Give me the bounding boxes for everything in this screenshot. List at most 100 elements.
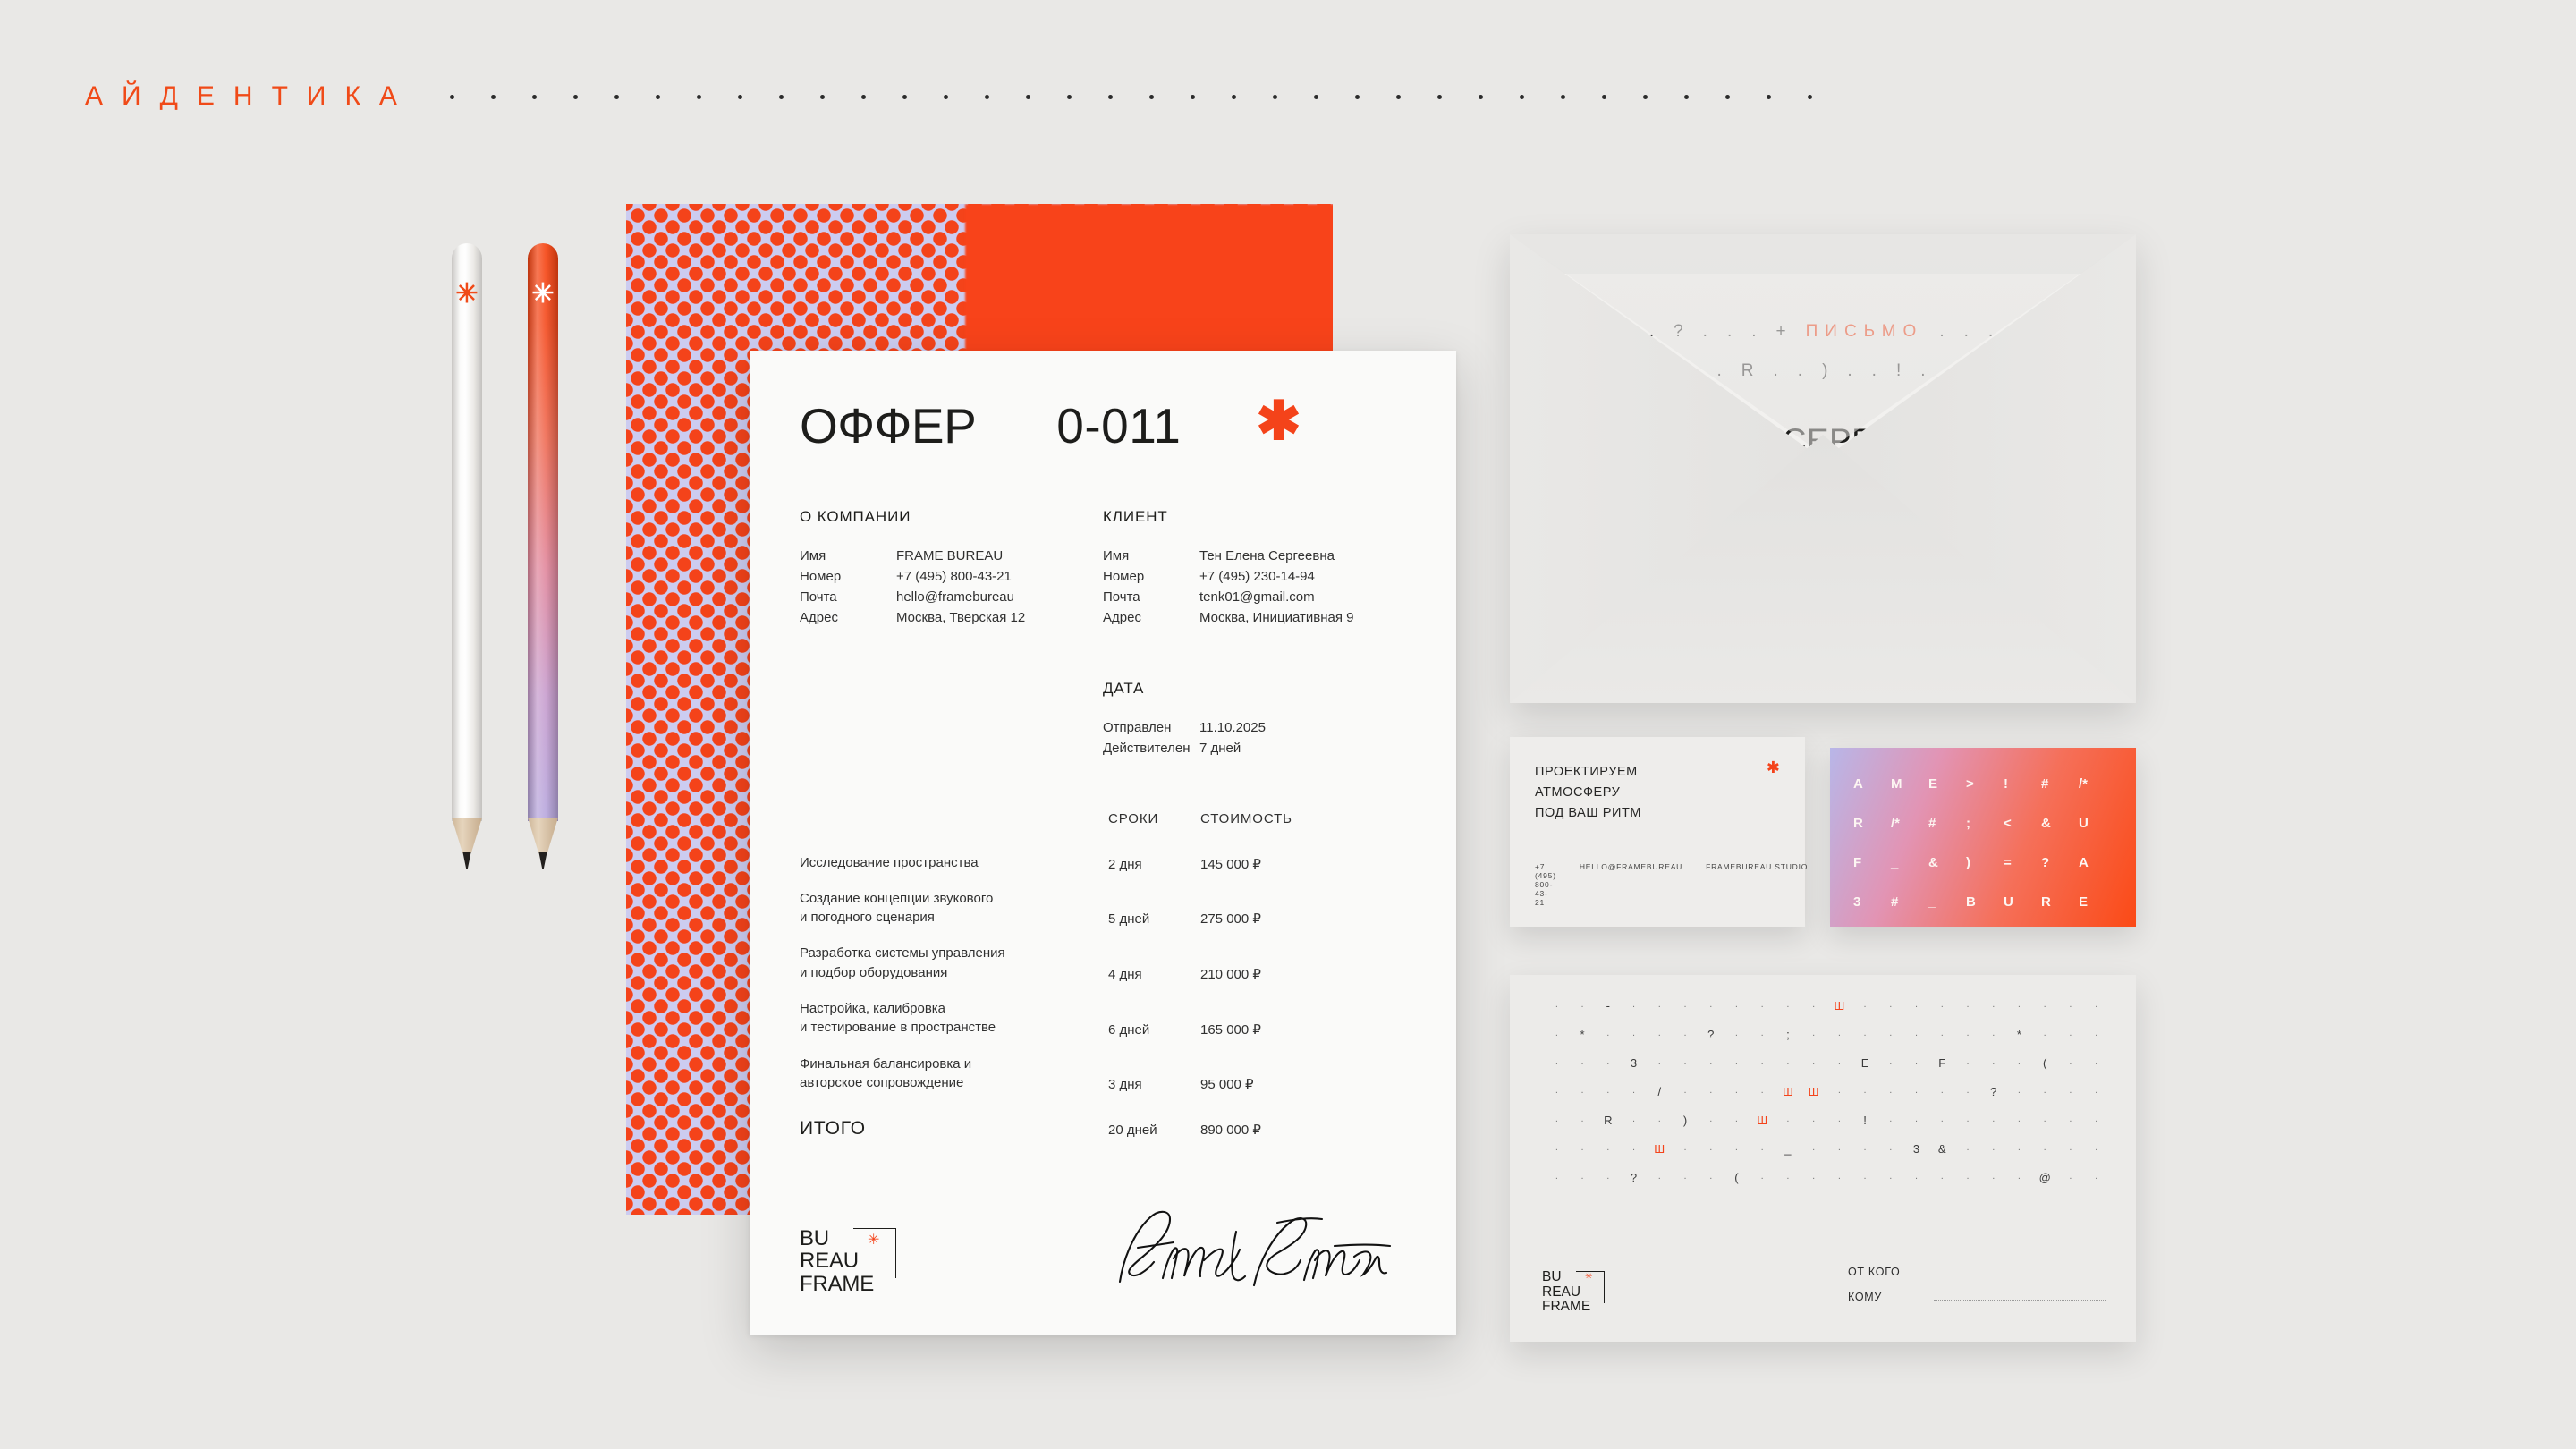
header-dot [531,94,537,99]
address-field-input[interactable] [1934,1265,2106,1275]
pattern-dot: . [1580,1056,1584,1067]
header-dot [1560,94,1565,99]
pattern-dot: . [1734,1056,1738,1067]
glyph-cell: & [2041,816,2051,831]
pattern-dot: . [1863,1028,1867,1038]
pattern-dot: . [1837,1142,1841,1153]
service-term: 5 дней [1108,911,1150,928]
address-field-label: ОТ КОГО [1848,1266,1901,1278]
pattern-dot: . [1889,1142,1893,1153]
pattern-dot: . [1734,999,1738,1010]
glyph-cell: U [2004,894,2013,910]
header-dot [1107,94,1113,99]
pattern-dot: . [1889,1056,1893,1067]
pattern-dot: . [2095,999,2098,1010]
table-row: Финальная балансировка и авторское сопров… [800,1055,1406,1093]
detail-row: Номер +7 (495) 800-43-21 [800,566,1103,587]
slogan-line-2: АТМОСФЕРУ [1535,784,1621,800]
pattern-dot: . [1657,1114,1661,1124]
pattern-dot: . [2069,1142,2072,1153]
pattern-dot: . [1966,1171,1970,1182]
pattern-dot: . [1580,999,1584,1010]
pattern-dot: . [1812,1171,1816,1182]
address-field: КОМУ [1848,1290,2106,1303]
pattern-dot: . [1760,1142,1764,1153]
slogan-line-3: ПОД ВАШ РИТМ [1535,805,1642,820]
pattern-dot: . [1734,1085,1738,1096]
pattern-dot: . [1889,1114,1893,1124]
asterisk-icon: ✳ [455,279,479,309]
glyph-cell: _ [1891,855,1899,870]
glyph-cell: # [1928,816,1936,831]
pattern-dot: . [1760,1085,1764,1096]
pattern-glyph: Ш [1782,1085,1793,1098]
asterisk-icon: ✳ [1585,1271,1593,1282]
header-dot [1148,94,1154,99]
slogan-line-1: ПРОЕКТИРУЕМ [1535,765,1638,779]
glyph-cell: F [1853,855,1862,870]
pattern-dot: . [1915,1085,1919,1096]
address-field-input[interactable] [1934,1290,2106,1301]
header-dot [1601,94,1606,99]
logo-line-1: BU [800,1225,829,1250]
detail-label: Адрес [800,610,838,626]
pattern-dot: . [1555,1171,1558,1182]
service-price: 95 000 ₽ [1200,1077,1254,1093]
pattern-dot: . [1760,1171,1764,1182]
pattern-dot: . [2043,1085,2046,1096]
col-price: СТОИМОСТЬ [1200,810,1292,826]
pattern-dot: . [1812,1028,1816,1038]
pattern-dot: . [2069,999,2072,1010]
service-name: Исследование пространства [800,854,979,870]
pattern-dot: . [1683,1085,1687,1096]
pencil-shaft [528,243,558,821]
pattern-dot: . [2069,1171,2072,1182]
glyph-cell: # [1891,894,1899,910]
service-term: 2 дня [1108,856,1142,872]
pattern-glyph: / [1657,1085,1662,1098]
col-service [800,811,1108,826]
pattern-dot: . [1915,1171,1919,1182]
header-dot [1272,94,1277,99]
pattern-dot: . [2069,1028,2072,1038]
pattern-dot: . [1889,1028,1893,1038]
pattern-dot: . [1683,1171,1687,1182]
page-header: АЙДЕНТИКА [85,79,1849,114]
pattern-dot: . [1683,1056,1687,1067]
service-price: 210 000 ₽ [1200,967,1261,983]
offer-parties: О КОМПАНИИ Имя FRAME BUREAU Номер +7 (495) … [800,508,1406,759]
logo-line-2: REAU [1542,1284,1581,1300]
detail-label: Почта [1103,589,1140,606]
pattern-dot: . [2095,1171,2098,1182]
offer-footer: BU REAU FRAME ✳ [800,1205,1406,1295]
pattern-dot: . [1632,1028,1636,1038]
service-name: Финальная балансировка и авторское сопров… [800,1055,972,1090]
pattern-dot: . [1812,999,1816,1010]
pattern-dot: . [1657,1028,1661,1038]
pattern-dot: . [1657,1056,1661,1067]
glyph-cell: _ [1928,894,1936,910]
pattern-dot: . [1555,1028,1558,1038]
pattern-dot: . [2095,1028,2098,1038]
table-row: Исследование пространства 2 дня 145 000 ₽ [800,853,1406,872]
pattern-glyph: ) [1682,1114,1688,1127]
detail-row: Адрес Москва, Инициативная 9 [1103,607,1406,628]
detail-value: +7 (495) 230-14-94 [1199,569,1315,585]
detail-label: Имя [800,548,826,564]
header-dot [1231,94,1236,99]
pattern-dot: . [2017,1085,2021,1096]
detail-row: Почта tenk01@gmail.com [1103,587,1406,607]
pattern-dot: . [1966,999,1970,1010]
pattern-dot: . [1606,1028,1610,1038]
service-name: Разработка системы управления и подбор об… [800,945,1005,980]
table-row: Создание концепции звукового и погодного … [800,889,1406,928]
pattern-dot: . [1786,1171,1790,1182]
detail-value: hello@framebureau [896,589,1014,606]
glyph-cell: > [1966,776,1974,792]
pattern-dot: . [1889,1085,1893,1096]
pattern-dot: . [1632,1114,1636,1124]
pattern-dot: . [1940,1171,1944,1182]
logo-line-3: FRAME [1542,1299,1591,1315]
gradient-pencil: ✳ [528,243,558,869]
header-dot [1066,94,1072,99]
